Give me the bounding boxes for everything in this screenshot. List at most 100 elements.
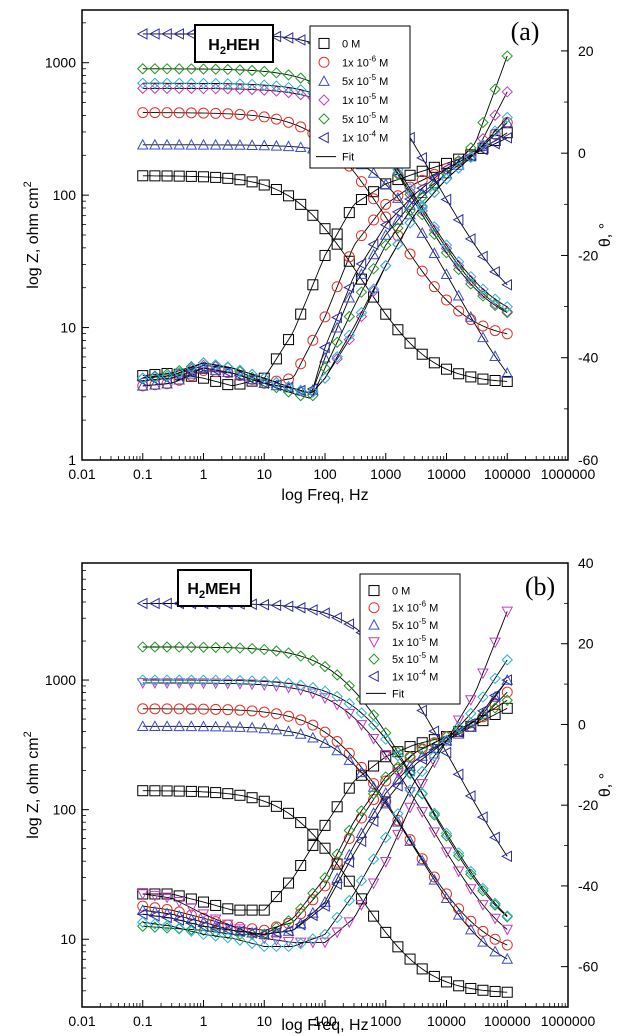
data-point: [465, 915, 477, 927]
data-point: [137, 107, 149, 119]
data-point: [161, 82, 173, 95]
data-point: [343, 207, 355, 219]
data-point: [367, 815, 379, 828]
data-point: [307, 731, 319, 743]
data-point: [221, 366, 233, 379]
data-point: [173, 703, 185, 715]
data-point: [489, 325, 501, 337]
data-point: [416, 779, 429, 790]
data-point: [319, 842, 331, 854]
data-point: [270, 113, 282, 125]
data-point: [234, 139, 246, 150]
legend-label: 1x 10-5 M: [342, 92, 388, 107]
data-point: [489, 637, 501, 649]
data-point: [209, 926, 222, 938]
data-point: [501, 50, 513, 62]
data-point: [392, 773, 404, 785]
data-point: [161, 370, 173, 382]
legend-entry: 1x 10-6 M: [318, 54, 388, 69]
data-point: [343, 824, 356, 837]
y-right-tick-label: 20: [578, 636, 594, 652]
data-point: [331, 848, 343, 860]
data-point: [270, 139, 283, 151]
data-point: [404, 802, 416, 814]
data-point: [489, 293, 501, 305]
data-point: [367, 878, 380, 890]
data-point: [343, 281, 355, 294]
data-point: [173, 138, 186, 150]
data-point: [428, 357, 440, 369]
data-point: [246, 792, 258, 804]
data-point: [343, 856, 355, 868]
data-point: [185, 785, 197, 797]
data-point: [270, 67, 283, 79]
data-point: [355, 194, 367, 206]
data-point: [258, 928, 269, 941]
data-point: [307, 654, 319, 667]
data-point: [148, 597, 160, 610]
data-point: [258, 706, 270, 718]
data-point: [355, 766, 368, 778]
data-point: [392, 324, 404, 336]
data-point: [355, 176, 367, 188]
data-point: [270, 184, 282, 196]
x-tick-label: 0.01: [68, 466, 95, 482]
legend-label: 1x 10-4 M: [342, 130, 388, 145]
data-point: [331, 669, 343, 681]
data-point: [258, 675, 270, 688]
data-point: [294, 918, 306, 931]
data-point: [477, 900, 489, 911]
data-point: [270, 891, 282, 903]
data-point: [137, 674, 149, 686]
data-point: [222, 78, 234, 90]
data-point: [307, 937, 319, 949]
data-point: [501, 116, 514, 128]
data-point: [197, 720, 210, 732]
data-point: [246, 139, 258, 150]
data-point: [428, 172, 440, 185]
data-point: [367, 285, 380, 297]
data-point: [210, 171, 222, 183]
data-point: [343, 697, 356, 710]
data-point: [294, 84, 307, 96]
data-point: [270, 723, 283, 735]
data-point: [136, 889, 149, 901]
data-point: [258, 722, 271, 734]
data-point: [282, 647, 295, 659]
data-point: [197, 909, 210, 921]
data-point: [282, 940, 295, 953]
data-point: [404, 337, 416, 349]
legend-label: 1x 10-4 M: [392, 668, 438, 683]
data-point: [489, 985, 501, 997]
data-point: [294, 88, 307, 101]
data-point: [489, 899, 501, 911]
data-point: [428, 186, 441, 199]
data-point: [368, 602, 380, 614]
data-point: [392, 213, 404, 225]
data-point: [380, 775, 392, 787]
data-point: [246, 176, 258, 188]
data-point: [318, 900, 330, 912]
data-point: [368, 214, 380, 226]
data-point: [440, 730, 453, 743]
data-point: [404, 198, 416, 210]
data-point: [185, 925, 198, 937]
data-point: [198, 703, 209, 715]
data-point: [489, 350, 501, 361]
data-point: [149, 378, 161, 390]
data-point: [452, 213, 464, 226]
data-point: [403, 193, 415, 205]
data-point: [246, 926, 257, 939]
data-point: [258, 795, 270, 807]
data-point: [392, 168, 404, 181]
legend-label: 5x 10-5 M: [342, 111, 388, 126]
compound-label: H2MEH: [177, 569, 252, 607]
data-point: [489, 831, 500, 844]
data-point: [331, 856, 343, 868]
data-point: [319, 880, 331, 892]
data-point: [197, 362, 209, 374]
data-point: [331, 336, 343, 348]
data-point: [306, 909, 318, 922]
data-point: [428, 757, 441, 769]
data-point: [404, 182, 416, 195]
